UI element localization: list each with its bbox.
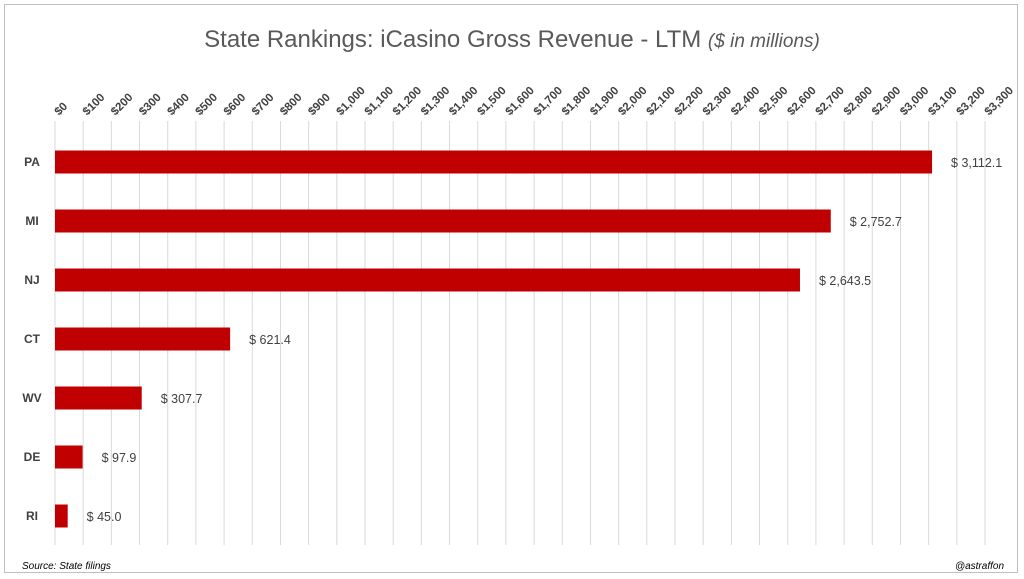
bar (55, 504, 68, 528)
x-tick-label: $1,700 (532, 85, 565, 118)
category-label: DE (24, 450, 41, 464)
chart-title: State Rankings: iCasino Gross Revenue - … (0, 26, 1024, 54)
bar (55, 209, 831, 233)
category-label: RI (26, 509, 38, 523)
x-tick-label: $300 (137, 92, 164, 119)
x-tick-label: $100 (81, 92, 108, 119)
data-label: $ 621.4 (249, 333, 291, 347)
author-credit: @astraffon (954, 561, 1004, 572)
category-label: CT (24, 332, 41, 346)
source-note: Source: State filings (22, 561, 111, 572)
x-tick-label: $2,900 (870, 85, 903, 118)
x-tick-label: $2,700 (814, 85, 847, 118)
x-tick-label: $3,200 (954, 85, 987, 118)
x-tick-label: $1,600 (504, 85, 537, 118)
data-label: $ 97.9 (102, 451, 137, 465)
x-tick-label: $700 (250, 92, 277, 119)
chart-title-main: State Rankings: iCasino Gross Revenue - … (204, 26, 702, 53)
x-tick-label: $800 (278, 92, 305, 119)
bar (55, 445, 83, 469)
bar (55, 327, 231, 351)
x-tick-label: $900 (306, 92, 333, 119)
data-label: $ 2,752.7 (850, 215, 902, 229)
category-label: MI (25, 214, 38, 228)
x-tick-label: $2,500 (757, 85, 790, 118)
x-tick-label: $0 (53, 101, 71, 119)
x-tick-label: $500 (194, 92, 221, 119)
x-tick-label: $2,200 (673, 85, 706, 118)
bar (55, 150, 933, 174)
x-tick-label: $3,000 (898, 85, 931, 118)
x-tick-label: $2,300 (701, 85, 734, 118)
x-tick-label: $2,000 (616, 85, 649, 118)
bar (55, 386, 142, 410)
category-label: NJ (24, 273, 39, 287)
chart-title-units: ($ in millions) (707, 31, 820, 52)
x-tick-label: $1,500 (475, 85, 508, 118)
x-tick-label: $1,000 (334, 85, 367, 118)
data-label: $ 2,643.5 (819, 274, 871, 288)
x-tick-label: $2,600 (785, 85, 818, 118)
data-label: $ 307.7 (161, 392, 203, 406)
x-tick-label: $1,800 (560, 85, 593, 118)
category-label: WV (22, 391, 41, 405)
x-tick-label: $3,100 (926, 85, 959, 118)
x-tick-label: $2,100 (644, 85, 677, 118)
x-tick-label: $1,100 (363, 85, 396, 118)
x-tick-label: $400 (165, 92, 192, 119)
x-tick-label: $1,900 (588, 85, 621, 118)
bar (55, 268, 800, 292)
data-label: $ 3,112.1 (951, 156, 1002, 170)
x-tick-label: $200 (109, 92, 136, 119)
category-label: PA (24, 155, 40, 169)
x-tick-label: $2,800 (842, 85, 875, 118)
chart-frame (4, 4, 1018, 573)
x-tick-label: $1,300 (419, 85, 452, 118)
x-tick-label: $2,400 (729, 85, 762, 118)
x-tick-label: $1,400 (447, 85, 480, 118)
x-tick-label: $600 (222, 92, 249, 119)
data-label: $ 45.0 (87, 510, 122, 524)
x-tick-label: $1,200 (391, 85, 424, 118)
x-tick-label: $3,300 (983, 85, 1016, 118)
